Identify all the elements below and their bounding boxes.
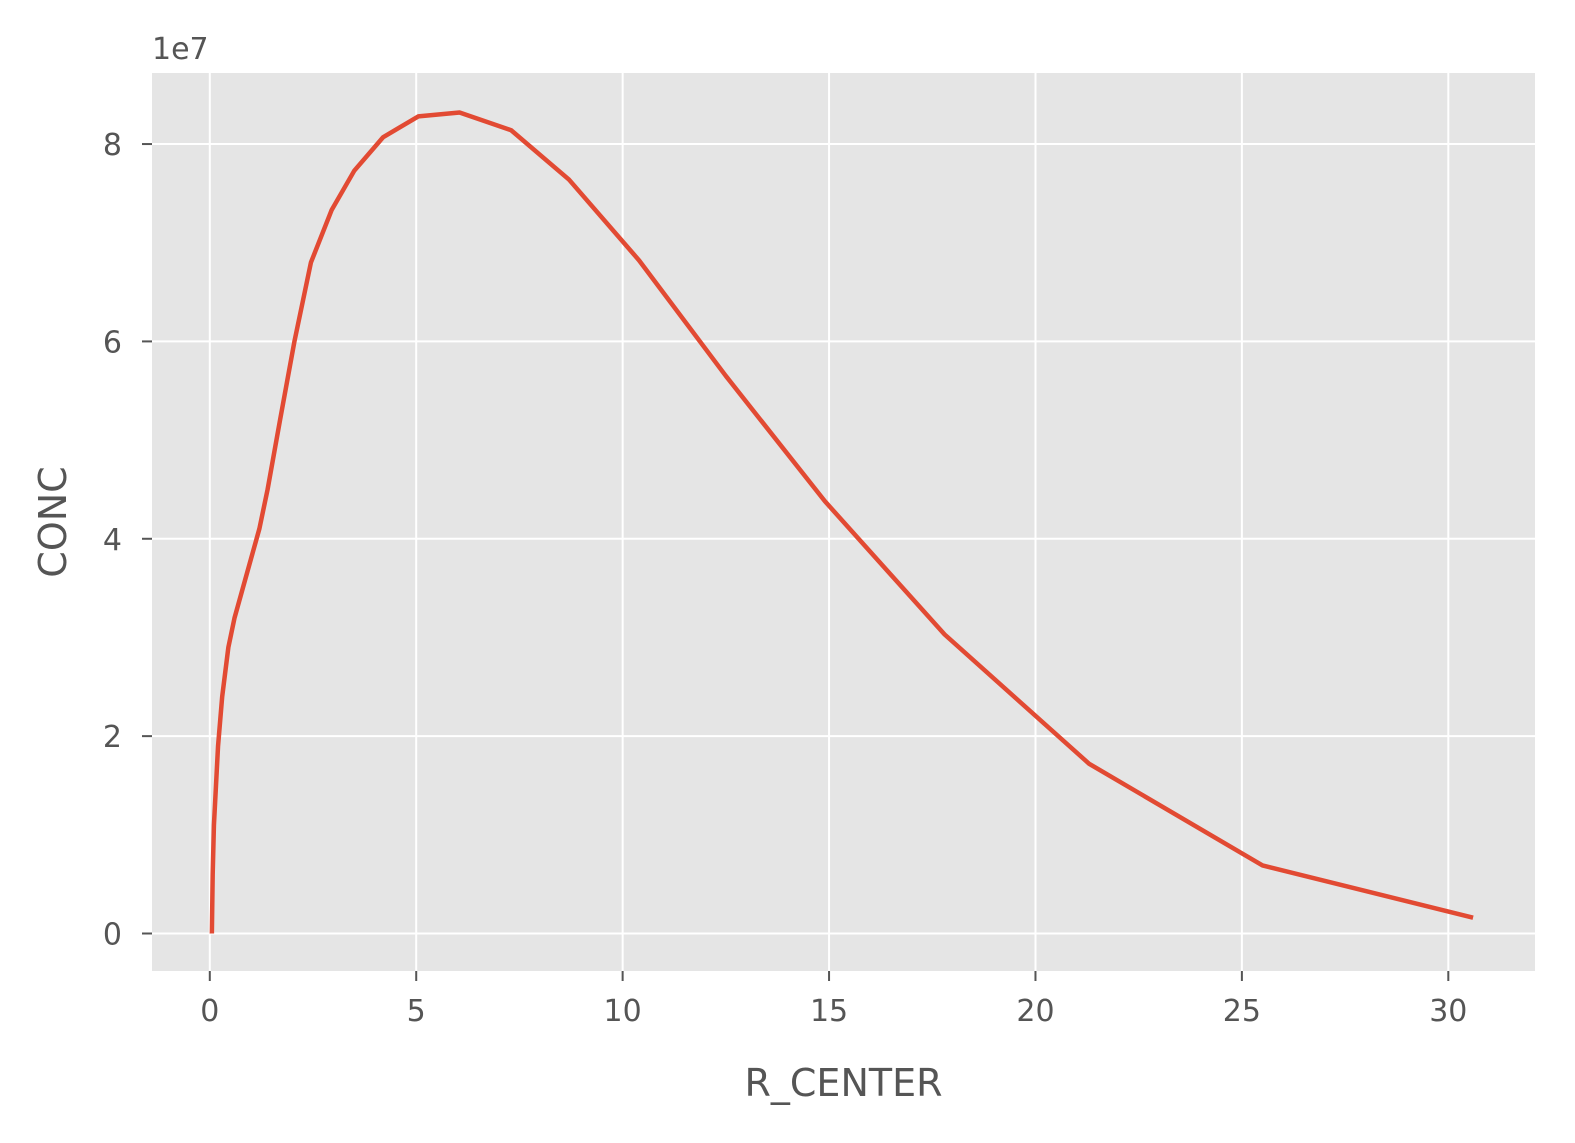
axis-ticks: 0 5 10 15 20 25 30 0 2 4 6 8 bbox=[103, 128, 1467, 1029]
x-tick-label: 5 bbox=[407, 994, 426, 1029]
y-tick-label: 0 bbox=[103, 918, 122, 953]
x-tick-label: 30 bbox=[1429, 994, 1467, 1029]
series-layer bbox=[209, 110, 1474, 934]
x-axis-title: R_CENTER bbox=[745, 1061, 943, 1105]
x-tick-label: 20 bbox=[1016, 994, 1054, 1029]
y-tick-label: 6 bbox=[103, 325, 122, 360]
x-tick-label: 0 bbox=[200, 994, 219, 1029]
y-offset-label: 1e7 bbox=[152, 32, 209, 67]
x-tick-label: 10 bbox=[604, 994, 642, 1029]
x-tick-label: 15 bbox=[810, 994, 848, 1029]
grid bbox=[152, 73, 1535, 971]
y-tick-label: 2 bbox=[103, 720, 122, 755]
y-tick-label: 8 bbox=[103, 128, 122, 163]
series-line bbox=[209, 110, 1474, 934]
y-axis-title: CONC bbox=[31, 466, 75, 577]
y-tick-label: 4 bbox=[103, 523, 122, 558]
x-tick-label: 25 bbox=[1223, 994, 1261, 1029]
